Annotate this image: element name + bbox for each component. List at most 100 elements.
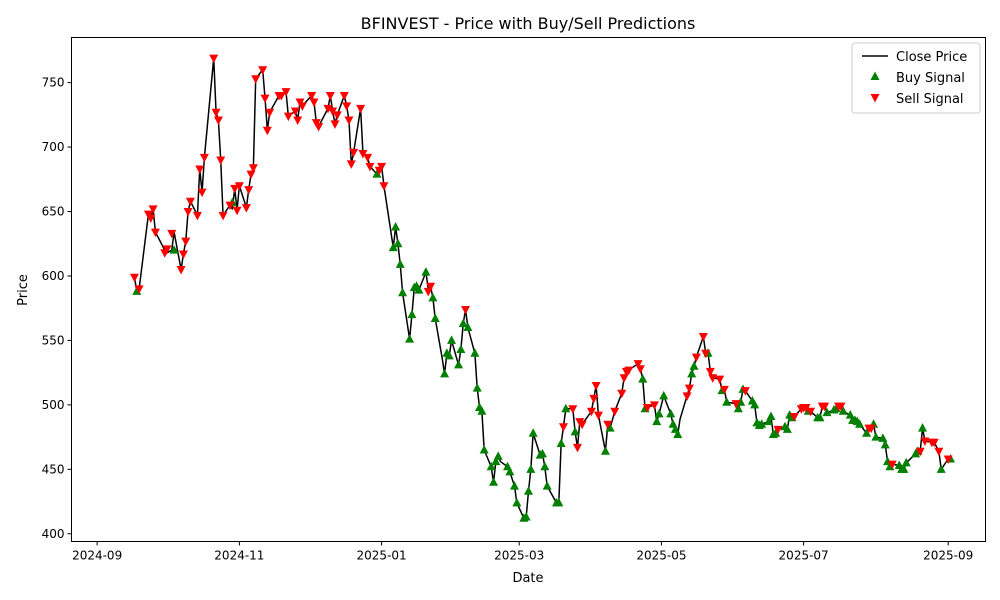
buy-signal-marker — [652, 416, 662, 426]
sell-signal-marker — [379, 182, 389, 191]
buy-signal-marker — [528, 428, 538, 437]
sell-signal-marker — [649, 401, 659, 410]
sell-signal-marker — [731, 400, 741, 409]
sell-signal-marker — [176, 266, 186, 275]
sell-signal-marker — [943, 455, 953, 465]
sell-signal-marker — [591, 382, 601, 391]
buy-signal-marker — [395, 259, 405, 268]
legend-box — [851, 42, 981, 114]
sell-signal-marker — [577, 420, 587, 430]
sell-signal-marker — [134, 285, 144, 294]
buy-signal-marker — [689, 361, 699, 370]
sell-signal-marker — [197, 188, 207, 198]
buy-signal-marker — [407, 309, 417, 319]
sell-signal-marker — [836, 402, 846, 412]
sell-signal-marker — [293, 116, 303, 125]
buy-signal-marker — [526, 464, 536, 473]
sell-signal-marker — [866, 424, 876, 434]
buy-signal-marker — [414, 285, 424, 294]
sell-signal-marker — [633, 360, 643, 369]
sell-signal-marker — [290, 107, 300, 116]
buy-signal-marker — [456, 344, 466, 353]
sell-signal-marker — [773, 425, 783, 435]
sell-signal-marker — [558, 423, 568, 432]
sell-signal-marker — [283, 112, 293, 122]
sell-signal-marker — [213, 116, 223, 125]
buy-signal-marker — [764, 416, 774, 426]
y-tick-label: 400 — [42, 527, 65, 541]
sell-signal-marker — [199, 153, 209, 163]
buy-signal-marker — [470, 348, 480, 357]
sell-signal-marker — [209, 54, 219, 64]
buy-signal-marker — [444, 350, 454, 360]
buy-signal-marker — [771, 428, 781, 437]
sell-signal-marker — [920, 437, 930, 446]
buy-signal-marker — [822, 407, 832, 417]
sell-signal-marker — [934, 447, 944, 457]
legend-buy-marker — [870, 71, 880, 80]
buy-signal-marker — [570, 426, 580, 436]
y-tick-label: 450 — [42, 462, 65, 476]
buy-signal-marker — [398, 287, 408, 297]
sell-signal-marker — [314, 122, 324, 132]
buy-signal-marker — [477, 406, 487, 415]
sell-signal-marker — [377, 162, 387, 172]
sell-signal-marker — [323, 104, 333, 114]
y-tick-label: 700 — [42, 140, 65, 154]
sell-signal-marker — [276, 92, 286, 101]
buy-signal-marker — [855, 419, 865, 428]
buy-signal-marker — [561, 403, 571, 413]
sell-signal-marker — [246, 170, 256, 180]
legend-sell-label: Sell Signal — [896, 92, 964, 107]
sell-signal-marker — [789, 412, 799, 422]
sell-signal-marker — [617, 389, 627, 399]
plot-area — [129, 54, 956, 522]
sell-signal-marker — [619, 374, 629, 383]
buy-signal-marker — [472, 383, 482, 392]
sell-signal-marker — [701, 349, 711, 359]
sell-signal-marker — [216, 156, 226, 165]
buy-signal-marker — [489, 477, 499, 486]
buy-signal-marker — [372, 169, 382, 178]
sell-signal-marker — [262, 126, 272, 136]
buy-signal-marker — [458, 318, 468, 328]
sell-signal-marker — [148, 205, 158, 214]
sell-signal-marker — [719, 385, 729, 395]
x-axis: 2024-09 2024-11 2025-01 2025-03 2025-05 2025-… — [72, 541, 973, 563]
buy-signal-marker — [918, 423, 928, 432]
sell-signal-marker — [684, 384, 694, 394]
sell-signal-marker — [708, 374, 718, 383]
buy-signal-marker — [512, 497, 522, 507]
buy-signal-marker — [878, 433, 888, 442]
sell-signal-marker — [281, 88, 291, 97]
buy-signal-marker — [871, 432, 881, 441]
x-tick-label: 2025-07 — [779, 549, 829, 563]
sell-signal-marker — [225, 201, 235, 211]
sell-signal-marker — [162, 245, 172, 254]
chart-title: BFINVEST - Price with Buy/Sell Predictio… — [361, 14, 696, 33]
x-tick-label: 2024-09 — [72, 549, 122, 563]
sell-signal-marker — [167, 229, 177, 239]
sell-signal-marker — [363, 153, 373, 163]
sell-signal-marker — [344, 116, 354, 125]
legend-sell-marker — [870, 94, 880, 103]
sell-signal-marker — [192, 211, 202, 221]
buy-signal-marker — [428, 292, 438, 302]
sell-signal-marker — [740, 387, 750, 396]
sell-signal-marker — [356, 104, 366, 114]
sell-signal-marker — [260, 94, 270, 104]
sell-signal-marker — [258, 66, 268, 75]
sell-signal-marker — [234, 182, 244, 191]
legend: Close Price Buy Signal Sell Signal — [851, 42, 981, 114]
buy-signal-marker — [899, 464, 909, 473]
sell-signal-marker — [150, 228, 160, 238]
sell-signal-marker — [820, 402, 830, 412]
buy-signal-marker — [936, 464, 946, 473]
buy-signal-marker — [405, 334, 415, 343]
buy-signal-marker — [421, 267, 431, 276]
sell-signal-marker — [129, 273, 139, 283]
sell-signal-marker — [691, 353, 701, 363]
buy-signal-marker — [554, 497, 564, 507]
